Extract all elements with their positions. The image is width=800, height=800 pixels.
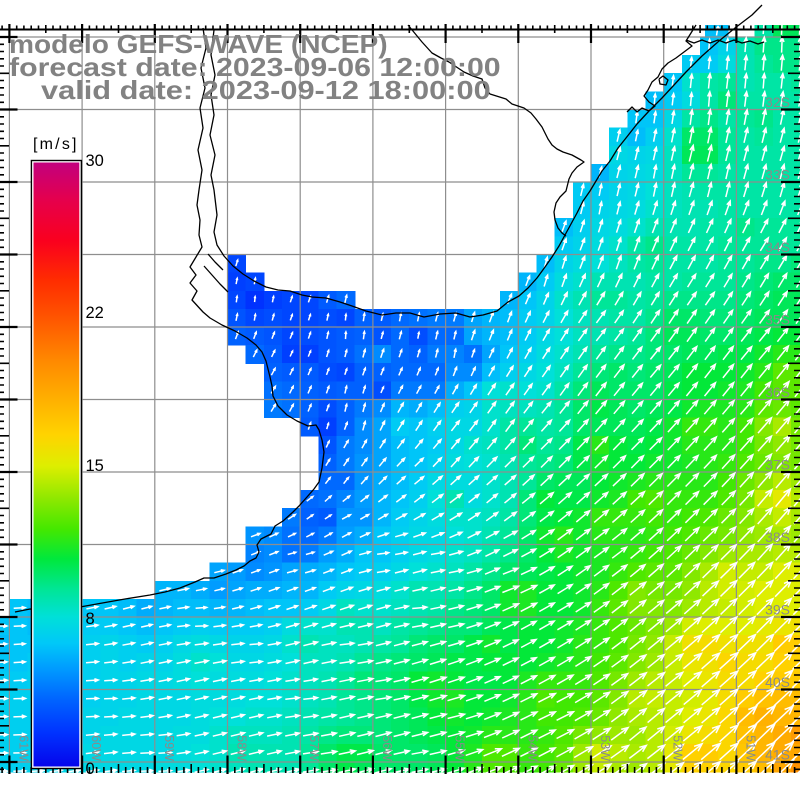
svg-text:37S: 37S: [765, 457, 790, 473]
svg-text:53W: 53W: [598, 735, 612, 761]
svg-text:51W: 51W: [743, 735, 757, 761]
svg-text:52W: 52W: [671, 735, 685, 761]
svg-text:36S: 36S: [765, 384, 790, 400]
svg-text:22: 22: [86, 304, 104, 322]
svg-text:[m/s]: [m/s]: [33, 136, 79, 153]
svg-text:56W: 56W: [380, 735, 394, 761]
svg-text:32S: 32S: [765, 94, 790, 110]
svg-text:8: 8: [86, 610, 95, 628]
svg-text:30: 30: [86, 152, 104, 170]
svg-text:55W: 55W: [453, 735, 467, 761]
svg-text:15: 15: [86, 457, 104, 475]
svg-text:54W: 54W: [525, 735, 539, 761]
svg-text:39S: 39S: [765, 602, 790, 618]
svg-text:33S: 33S: [765, 167, 790, 183]
svg-text:0: 0: [86, 760, 95, 778]
svg-text:61W: 61W: [16, 735, 30, 761]
svg-text:40S: 40S: [765, 674, 790, 690]
svg-text:35S: 35S: [765, 312, 790, 328]
svg-text:58W: 58W: [235, 735, 249, 761]
svg-text:41S: 41S: [765, 747, 790, 763]
svg-text:60W: 60W: [89, 735, 103, 761]
svg-text:34S: 34S: [765, 239, 790, 255]
svg-text:38S: 38S: [765, 529, 790, 545]
svg-text:57W: 57W: [307, 735, 321, 761]
svg-text:59W: 59W: [162, 735, 176, 761]
